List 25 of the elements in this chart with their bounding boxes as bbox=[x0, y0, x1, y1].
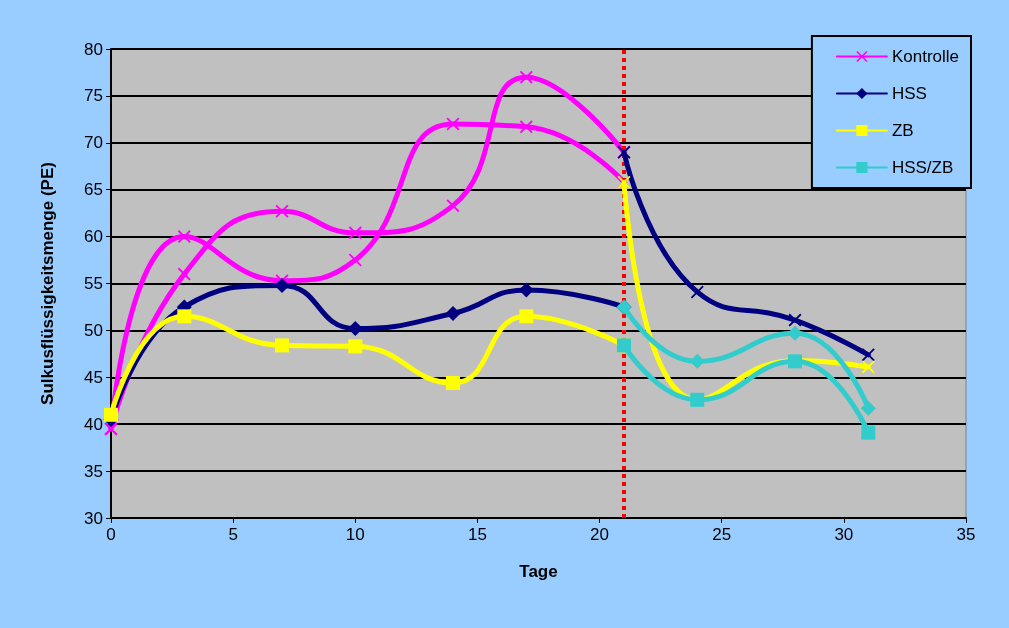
legend-label: HSS/ZB bbox=[891, 158, 954, 177]
x-tick-label: 35 bbox=[956, 525, 976, 544]
legend-label: ZB bbox=[891, 121, 914, 140]
y-tick-label: 30 bbox=[84, 508, 103, 528]
y-axis-title: Sulkusflüssigkeitsmenge (PE) bbox=[38, 162, 57, 405]
legend-label: Kontrolle bbox=[891, 47, 960, 66]
y-tick-label: 45 bbox=[84, 367, 103, 387]
x-axis-title: Tage bbox=[519, 562, 558, 581]
y-tick-label: 50 bbox=[84, 320, 103, 340]
y-tick-label: 65 bbox=[84, 180, 103, 200]
y-tick-label: 70 bbox=[84, 133, 103, 153]
y-tick-label: 80 bbox=[84, 39, 103, 59]
x-tick-label: 20 bbox=[590, 525, 610, 544]
x-tick-label: 30 bbox=[834, 525, 854, 544]
x-tick-label: 25 bbox=[712, 525, 732, 544]
y-tick-label: 75 bbox=[84, 86, 103, 106]
x-tick-label: 0 bbox=[106, 525, 116, 544]
x-tick-label: 15 bbox=[467, 525, 487, 544]
x-tick-label: 10 bbox=[345, 525, 365, 544]
y-tick-label: 40 bbox=[84, 414, 103, 434]
y-tick-label: 60 bbox=[84, 227, 103, 247]
x-tick-label: 5 bbox=[228, 525, 238, 544]
y-tick-label: 35 bbox=[84, 461, 103, 481]
y-tick-label: 55 bbox=[84, 274, 103, 293]
legend-label: HSS bbox=[891, 84, 927, 103]
